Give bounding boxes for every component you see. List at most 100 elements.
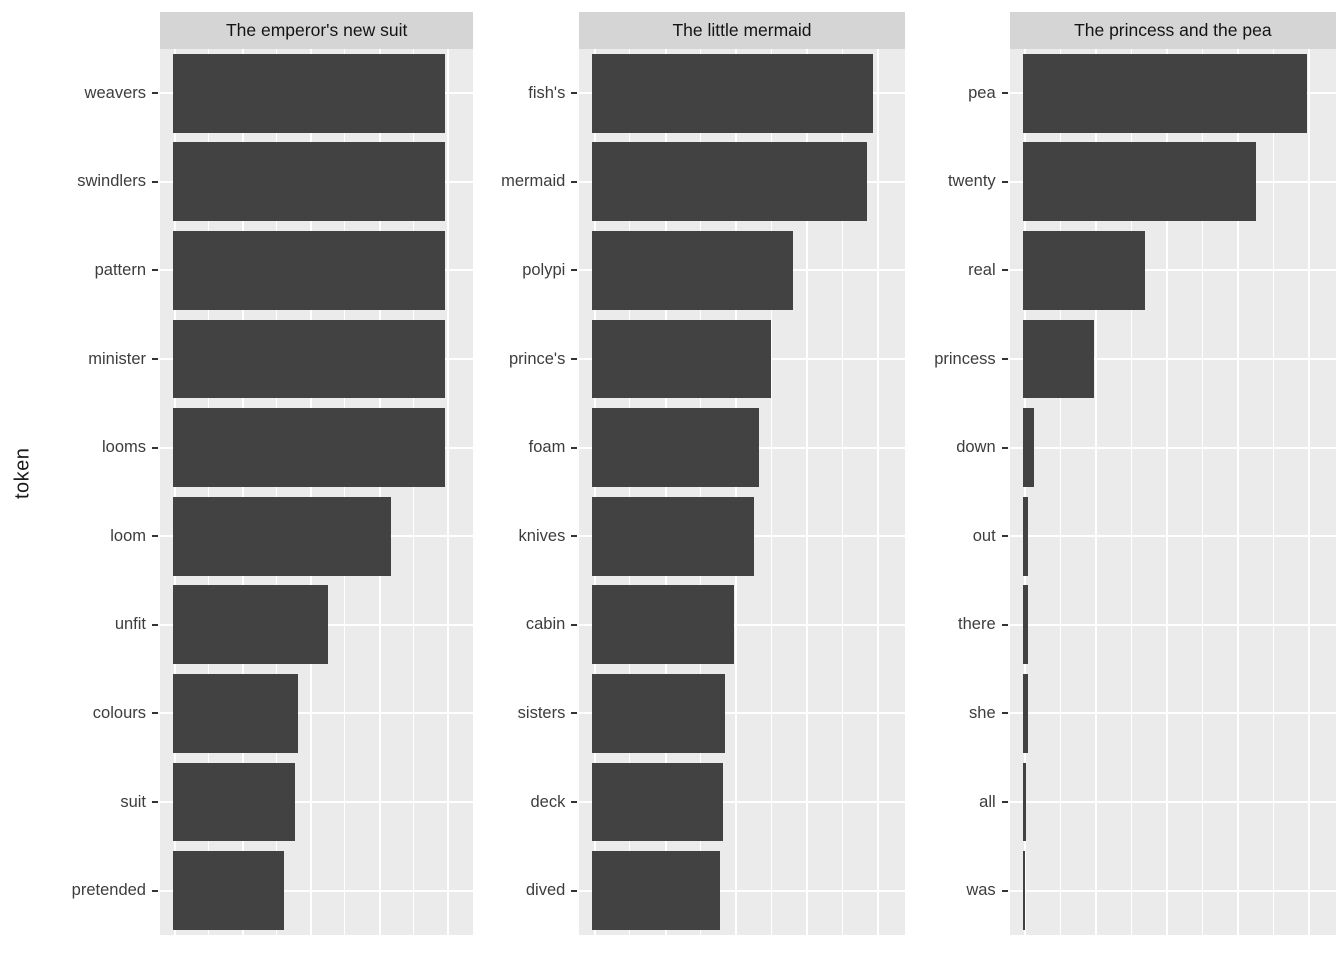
y-tick-label-row: deck — [473, 758, 579, 847]
bar — [1022, 53, 1307, 133]
gridline-horizontal — [579, 889, 905, 892]
gridline-horizontal — [160, 801, 474, 804]
panel-row — [1009, 226, 1336, 315]
gridline-vertical — [1237, 49, 1240, 935]
y-tick-label-row: dived — [473, 846, 579, 935]
tick-mark — [152, 180, 158, 183]
y-tick-label: minister — [88, 349, 146, 368]
gridline-horizontal — [160, 712, 474, 715]
facet-strip: The little mermaid — [579, 12, 905, 49]
y-tick-label-row: was — [905, 846, 1010, 935]
panel-row — [579, 49, 905, 138]
y-tick-label-row: fish's — [473, 49, 579, 138]
facet: The little mermaid fish's mermaid polypi pri… — [473, 12, 905, 935]
gridline-vertical — [877, 49, 879, 935]
y-tick-label: was — [966, 881, 996, 900]
y-tick-label: looms — [101, 438, 146, 457]
y-tick-label: there — [958, 615, 996, 634]
bar — [592, 408, 760, 488]
bar — [172, 231, 446, 310]
y-tick-label-row: cabin — [473, 581, 579, 670]
y-tick-label-row: foam — [473, 403, 579, 492]
bar — [592, 674, 726, 753]
gridline-horizontal — [579, 712, 905, 715]
y-axis-title: token — [11, 447, 34, 500]
y-tick-label: sisters — [517, 703, 566, 722]
panel — [579, 49, 905, 935]
tick-mark — [1001, 446, 1008, 449]
y-tick-label-row: swindlers — [42, 138, 160, 227]
panel-row — [1009, 846, 1336, 935]
y-tick-label-row: twenty — [905, 138, 1010, 227]
gridline-vertical — [806, 49, 809, 935]
gridline-vertical — [1024, 49, 1027, 935]
bar — [592, 496, 754, 576]
tick-mark — [571, 269, 578, 272]
panel-row — [579, 138, 905, 227]
tick-mark — [1001, 358, 1008, 361]
panel-row — [579, 226, 905, 315]
y-tick-label-row: pattern — [42, 226, 160, 315]
y-tick-label: she — [969, 703, 996, 722]
gridline-vertical — [735, 49, 738, 935]
panel-row — [1009, 403, 1336, 492]
y-tick-label: mermaid — [501, 172, 566, 191]
y-tick-label: cabin — [525, 615, 566, 634]
y-tick-label-row: sisters — [473, 669, 579, 758]
gridline-horizontal — [1009, 358, 1336, 361]
y-tick-label: swindlers — [77, 172, 146, 191]
gridline-horizontal — [1009, 712, 1336, 715]
bar — [592, 762, 723, 842]
tick-mark — [1001, 269, 1008, 272]
y-tick-label-row: pea — [905, 49, 1010, 138]
y-tick-label-row: princess — [905, 315, 1010, 404]
bar — [172, 851, 285, 931]
y-tick-label-row: loom — [42, 492, 160, 581]
tick-mark — [1001, 180, 1008, 183]
tick-mark — [571, 92, 578, 95]
gridline-vertical — [700, 49, 702, 935]
panel-row — [160, 49, 474, 138]
y-axis-labels: weavers swindlers pattern minister looms loom… — [42, 49, 160, 935]
tick-mark — [1001, 623, 1008, 626]
tick-mark — [571, 623, 578, 626]
panel-row — [160, 138, 474, 227]
bar — [172, 53, 446, 133]
tick-mark — [152, 889, 158, 892]
gridline-horizontal — [1009, 889, 1336, 892]
tick-mark — [571, 180, 578, 183]
y-tick-label: dived — [525, 881, 566, 900]
panel-row — [579, 581, 905, 670]
gridline-vertical — [629, 49, 631, 935]
gridline-vertical — [310, 49, 313, 935]
tick-mark — [152, 623, 158, 626]
tick-mark — [1001, 889, 1008, 892]
bar — [172, 585, 328, 665]
y-axis-labels: fish's mermaid polypi prince's foam knives cab… — [473, 49, 579, 935]
y-tick-label-row: colours — [42, 669, 160, 758]
gridline-horizontal — [1009, 535, 1336, 538]
panel-row — [1009, 315, 1336, 404]
y-tick-label: polypi — [522, 260, 566, 279]
panel-row — [1009, 49, 1336, 138]
panel — [160, 49, 474, 935]
facet-strip: The emperor's new suit — [160, 12, 474, 49]
y-tick-label-row: prince's — [473, 315, 579, 404]
gridline-horizontal — [579, 801, 905, 804]
facet-strip-label: The little mermaid — [672, 20, 812, 40]
y-tick-label: real — [968, 260, 996, 279]
panel-row — [160, 758, 474, 847]
y-tick-label: prince's — [508, 349, 566, 368]
y-tick-label: twenty — [947, 172, 996, 191]
gridline-vertical — [664, 49, 667, 935]
bar — [592, 53, 873, 133]
bar — [592, 585, 734, 665]
bar — [1022, 674, 1028, 753]
bar — [172, 496, 391, 576]
bar — [1022, 319, 1094, 399]
gridline-vertical — [1059, 49, 1061, 935]
gridline-vertical — [1308, 49, 1311, 935]
gridline-horizontal — [1009, 801, 1336, 804]
gridline-vertical — [242, 49, 245, 935]
bar — [1022, 851, 1025, 931]
